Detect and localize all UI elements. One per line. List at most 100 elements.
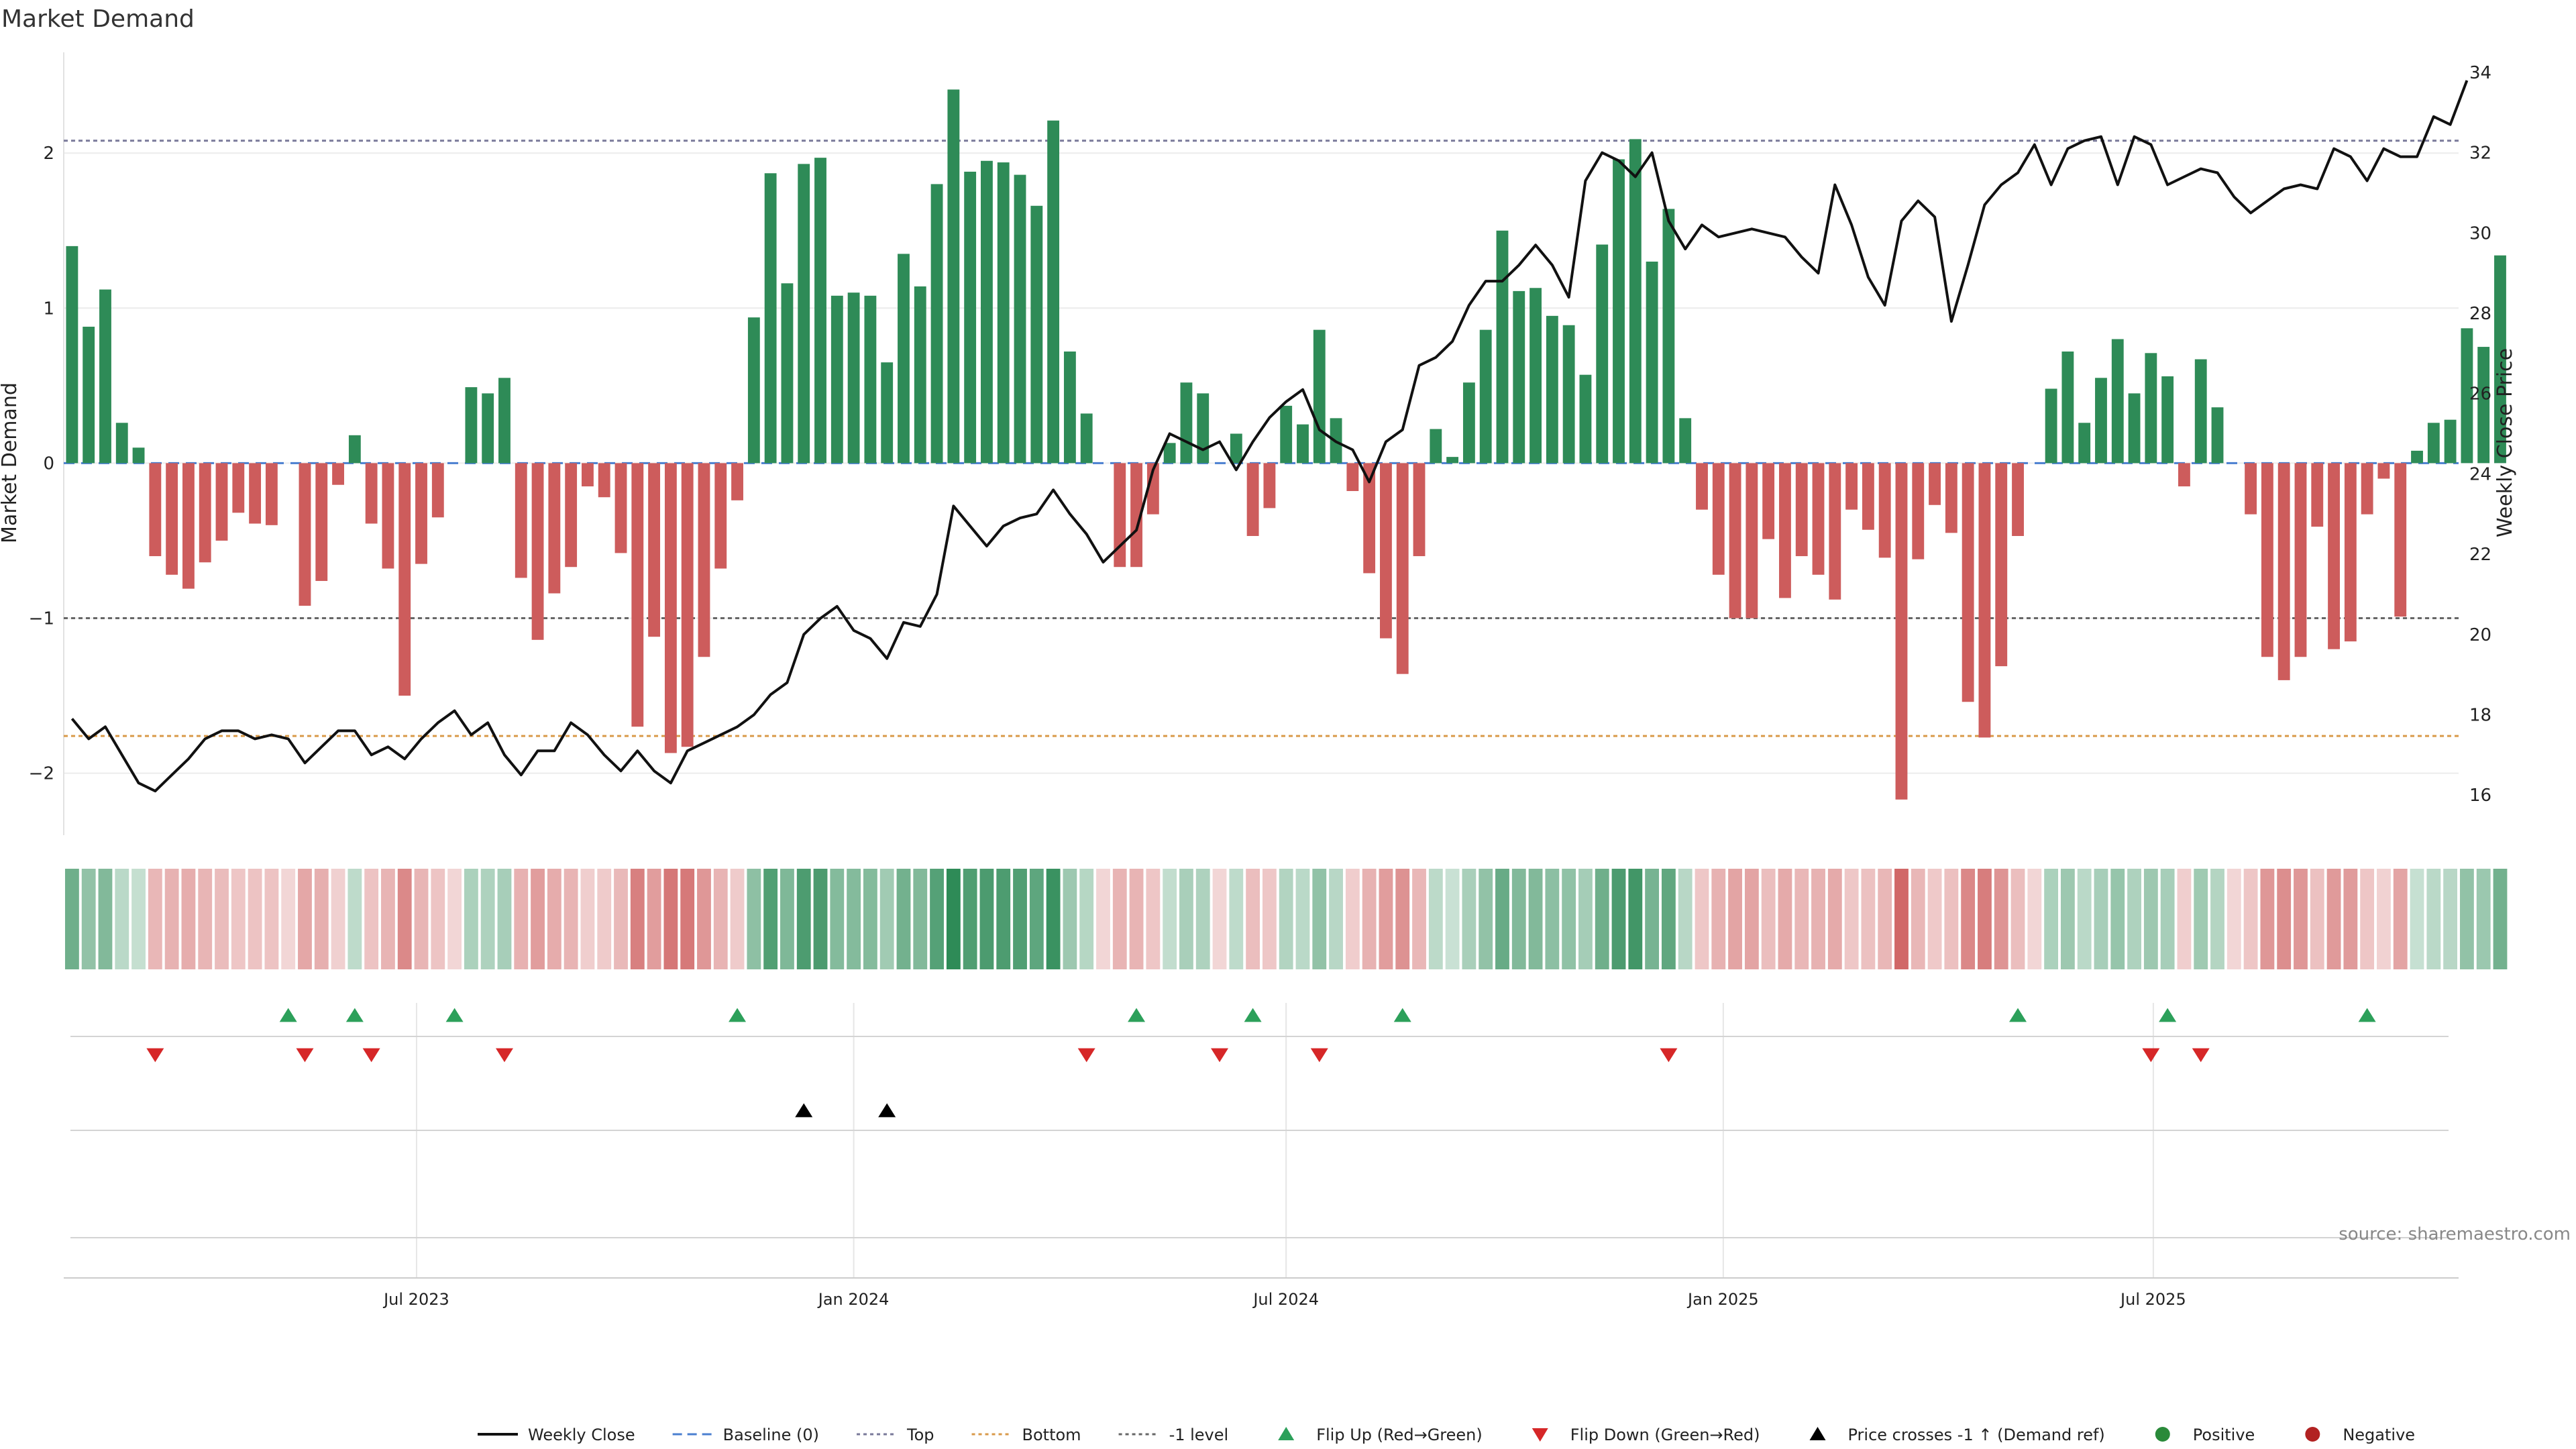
demand-bar-positive — [2095, 378, 2107, 464]
heat-cell-positive — [2127, 869, 2141, 969]
heat-cell-positive — [2060, 869, 2075, 969]
flip-up-marker — [2358, 1008, 2376, 1022]
heat-cell-positive — [98, 869, 113, 969]
demand-bar-positive — [2045, 388, 2057, 464]
heat-cell-negative — [547, 869, 561, 969]
demand-bar-positive — [1446, 457, 1459, 464]
heat-cell-positive — [1229, 869, 1244, 969]
demand-bar-negative — [565, 463, 578, 568]
legend-label: -1 level — [1169, 1426, 1229, 1444]
demand-bar-positive — [2211, 407, 2224, 464]
heat-cell-negative — [1811, 869, 1825, 969]
demand-bar-negative — [631, 463, 644, 727]
demand-bar-positive — [1513, 290, 1525, 464]
demand-bar-positive — [2078, 423, 2091, 464]
demand-bar-negative — [149, 463, 162, 557]
heat-cell-positive — [813, 869, 828, 969]
heat-cell-negative — [630, 869, 645, 969]
heat-cell-negative — [1096, 869, 1110, 969]
demand-bar-negative — [1895, 463, 1908, 800]
heat-cell-negative — [697, 869, 711, 969]
demand-bar-positive — [1030, 205, 1043, 464]
heat-cell-negative — [1761, 869, 1776, 969]
heat-cell-positive — [81, 869, 96, 969]
price-cross-marker — [878, 1103, 896, 1118]
demand-bar-negative — [1862, 463, 1874, 530]
flip-down-marker — [146, 1048, 164, 1063]
flip-up-marker — [279, 1008, 297, 1022]
demand-bar-negative — [582, 463, 594, 487]
demand-bar-negative — [1945, 463, 1957, 533]
demand-bars — [66, 89, 2506, 800]
weekly-close-polyline — [70, 80, 2469, 793]
heat-cell-positive — [2210, 869, 2224, 969]
heat-cell-negative — [2260, 869, 2275, 969]
demand-bar-negative — [232, 463, 245, 513]
flip-down-marker — [296, 1048, 314, 1063]
heat-cell-negative — [331, 869, 345, 969]
heat-cell-negative — [1911, 869, 1925, 969]
demand-bar-positive — [1546, 315, 1558, 464]
demand-bar-positive — [1596, 244, 1609, 464]
heat-cell-negative — [1695, 869, 1709, 969]
heat-cell-positive — [1578, 869, 1593, 969]
heat-cell-positive — [1611, 869, 1626, 969]
demand-bar-negative — [415, 463, 427, 564]
demand-bar-positive — [1430, 429, 1442, 464]
heat-cell-positive — [1312, 869, 1327, 969]
heat-cell-negative — [215, 869, 229, 969]
demand-bar-positive — [781, 283, 794, 464]
demand-bar-negative — [681, 463, 694, 747]
demand-bar-negative — [2328, 463, 2340, 649]
demand-bar-negative — [365, 463, 378, 524]
heat-cell-negative — [2010, 869, 2025, 969]
demand-bar-negative — [714, 463, 727, 569]
x-tick-label: Jan 2025 — [1686, 1290, 1759, 1309]
demand-bar-negative — [1696, 463, 1708, 510]
heat-cell-negative — [1794, 869, 1809, 969]
demand-bar-negative — [1978, 463, 1991, 738]
legend-item: -1 level — [1118, 1426, 1229, 1444]
heat-cell-positive — [1545, 869, 1560, 969]
heat-cell-negative — [663, 869, 678, 969]
demand-bar-positive — [1180, 382, 1193, 464]
legend-label: Baseline (0) — [723, 1426, 819, 1444]
heat-cell-negative — [1728, 869, 1742, 969]
source-note: source: sharemaestro.com — [2339, 1224, 2571, 1244]
heat-cell-negative — [281, 869, 296, 969]
demand-bar-negative — [2261, 463, 2273, 657]
demand-bar-positive — [1629, 139, 1642, 464]
demand-bar-negative — [1845, 463, 1858, 510]
demand-bar-positive — [864, 295, 877, 464]
legend-item: Weekly Close — [478, 1426, 635, 1444]
demand-bar-negative — [182, 463, 195, 589]
demand-bar-negative — [698, 463, 710, 657]
legend-swatch-dot — [2305, 1427, 2320, 1442]
heat-cell-negative — [1395, 869, 1410, 969]
heat-cell-negative — [1129, 869, 1144, 969]
demand-bar-negative — [515, 463, 527, 578]
heat-cell-negative — [381, 869, 395, 969]
demand-bar-negative — [1829, 463, 1841, 600]
legend-label: Flip Up (Red→Green) — [1316, 1426, 1483, 1444]
demand-bar-positive — [2444, 419, 2457, 464]
heat-cell-positive — [2426, 869, 2441, 969]
heat-cell-positive — [1645, 869, 1660, 969]
demand-bar-negative — [199, 463, 211, 563]
heat-cell-positive — [2443, 869, 2458, 969]
demand-bar-negative — [2377, 463, 2390, 479]
legend-item: Price crosses -1 ↑ (Demand ref) — [1809, 1426, 2105, 1444]
heat-cell-positive — [1063, 869, 1077, 969]
heat-cell-positive — [747, 869, 761, 969]
demand-bar-positive — [814, 158, 826, 464]
demand-bar-positive — [2128, 393, 2141, 464]
demand-bar-positive — [66, 246, 78, 464]
heat-cell-negative — [181, 869, 196, 969]
y-tick-right: 30 — [2469, 223, 2491, 244]
heat-cell-positive — [2143, 869, 2158, 969]
legend-swatch-triangle-up — [1278, 1427, 1295, 1440]
event-marker-rows — [70, 1008, 2449, 1238]
legend-item: Flip Up (Red→Green) — [1278, 1426, 1483, 1444]
heat-cell-negative — [264, 869, 279, 969]
demand-bar-negative — [2178, 463, 2190, 487]
